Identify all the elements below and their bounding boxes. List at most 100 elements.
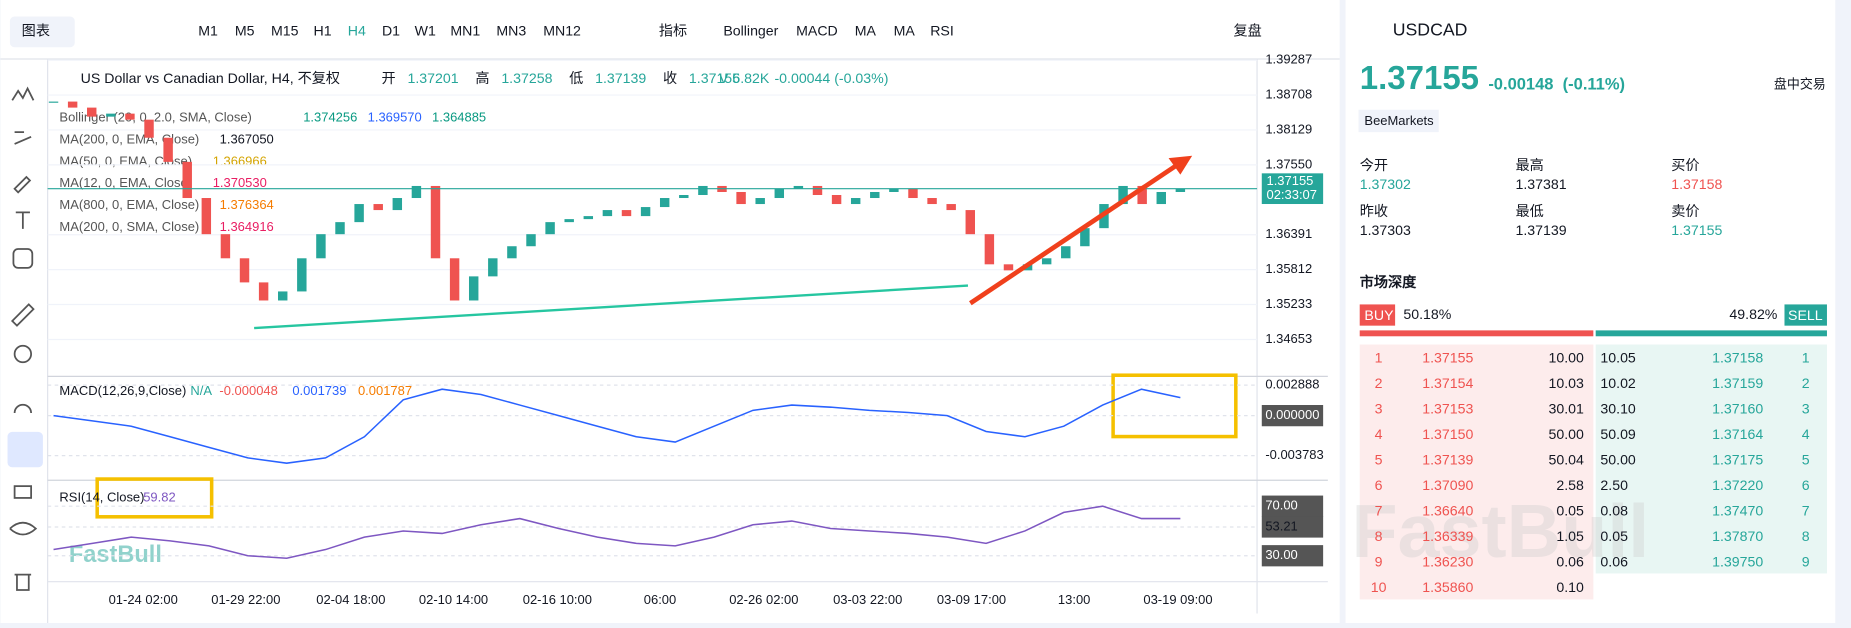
timeframe[interactable]: MN3 [496,23,526,39]
ask-size: 0.05 [1600,528,1628,544]
timeframe[interactable]: M1 [198,23,218,39]
last-price-tag [1261,173,1324,205]
x-tick-label: 03-03 22:00 [833,592,902,607]
indicator[interactable]: MA [855,23,877,39]
candle [1156,191,1166,205]
bid-size: 0.06 [1556,553,1584,569]
candle [889,188,899,192]
axis-tag [1261,495,1324,517]
ask-price: 1.37159 [1712,375,1763,391]
percent: (-0.11%) [1563,75,1625,93]
axis-tag [1261,405,1324,427]
stat-label: 昨收 [1360,203,1388,219]
candle [526,234,536,247]
replay-button[interactable]: 复盘 [1233,23,1261,39]
buy-label: BUY [1364,307,1394,323]
candle [602,210,613,217]
study-value: 1.374256 [303,109,357,124]
candle [679,195,689,199]
buy-percent: 50.18% [1403,306,1451,322]
timeframe[interactable]: MN12 [543,23,581,39]
timeframe[interactable]: M5 [235,23,255,39]
candle [106,113,116,117]
timeframe[interactable]: D1 [382,23,400,39]
rsi-value: 59.82 [143,489,175,504]
bid-index: 9 [1375,553,1383,569]
y-tick-label: 30.00 [1265,547,1297,562]
ohlc-label: 收 [663,70,677,86]
ohlc-value: 1.37155 [689,70,740,86]
candle [239,258,250,283]
candle [793,185,804,189]
candle [659,198,670,208]
sidebar-icons [9,86,38,591]
macd-value: N/A [190,383,212,398]
timeframe[interactable]: H1 [314,23,332,39]
timeframe[interactable]: W1 [415,23,436,39]
candle [488,258,498,277]
bid-price: 1.36230 [1422,553,1473,569]
bid-size: 0.10 [1556,579,1584,595]
highlight-box [1111,373,1238,439]
ohlc-value: 1.37258 [501,70,552,86]
indicator[interactable]: MACD [796,23,838,39]
candle [1137,185,1147,205]
axis-tag [1261,516,1324,538]
indicator[interactable]: MA [894,23,916,39]
candle [201,198,212,235]
candle [812,185,823,196]
sell-badge [1784,304,1827,326]
watermark-large: FastBull [1351,490,1649,574]
candle [908,188,918,199]
macd-line [53,388,1181,464]
chart-button-label[interactable]: 图表 [22,23,50,39]
chart-panel [0,0,1340,623]
broker-badge [1358,109,1439,133]
ask-area [1595,344,1827,574]
bid-price: 1.37153 [1422,400,1473,416]
timeframe[interactable]: H4 [348,23,366,39]
ohlc-value: 1.37201 [408,70,459,86]
candle [48,101,59,103]
ask-size: 50.09 [1600,426,1636,442]
x-tick-label: 13:00 [1058,592,1090,607]
chart-button[interactable] [9,16,75,48]
bid-size: 10.00 [1549,349,1585,365]
timeframe[interactable]: MN1 [450,23,480,39]
candle [965,210,975,235]
stat-value: 1.37158 [1671,176,1722,192]
y-tick-label: 1.36391 [1265,226,1312,241]
bid-index: 6 [1375,477,1383,493]
ohlc-label: 开 [382,70,396,86]
candle [373,204,383,211]
x-tick-label: 01-24 02:00 [109,592,178,607]
indicator-button[interactable]: 指标 [659,23,687,39]
active-tool[interactable] [7,431,43,468]
bid-size: 1.05 [1556,528,1584,544]
macd-label: MACD(12,26,9,Close) [59,383,186,398]
candle [545,222,555,235]
stat-label: 今开 [1360,157,1388,173]
study-value: 1.369570 [368,109,422,124]
stat-label: 卖价 [1671,203,1699,219]
countdown: 02:33:07 [1266,187,1316,202]
indicator[interactable]: RSI [930,23,954,39]
candle [870,191,880,199]
ask-price: 1.37220 [1712,477,1763,493]
bid-price: 1.36640 [1422,502,1473,518]
stat-value: 1.37139 [1515,222,1566,238]
stat-label: 买价 [1671,157,1699,173]
indicator[interactable]: Bollinger [723,23,778,39]
macd-value: -0.000048 [219,383,277,398]
timeframe[interactable]: M15 [271,23,299,39]
y-tick-label: 1.34653 [1265,331,1312,346]
axis-tag [1261,545,1324,567]
candle [698,185,708,196]
bid-index: 1 [1375,349,1383,365]
candle [125,113,135,120]
candle [182,161,192,199]
ask-index: 8 [1802,528,1810,544]
bid-index: 5 [1375,451,1383,467]
bid-index: 10 [1371,579,1387,595]
